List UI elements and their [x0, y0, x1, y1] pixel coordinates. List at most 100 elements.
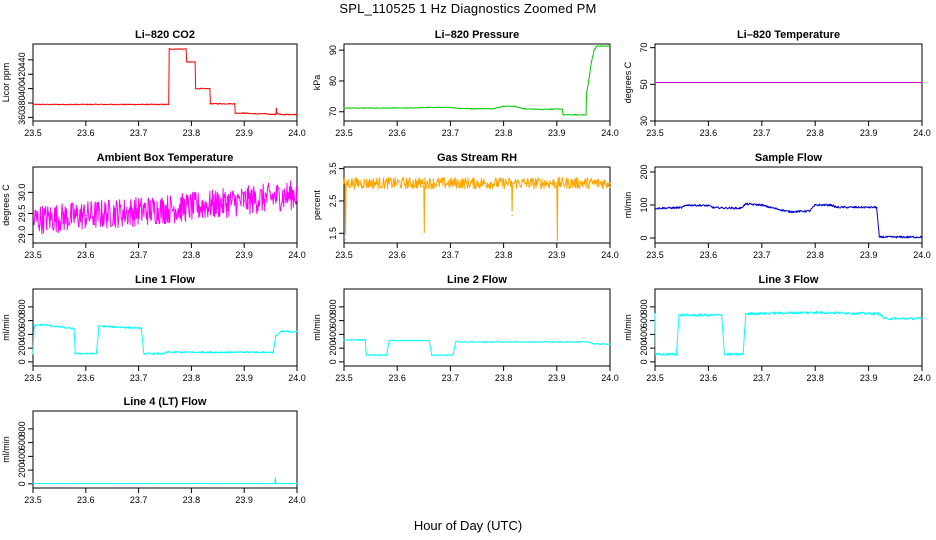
chart-title: Line 3 Flow [759, 274, 819, 286]
series-point [540, 108, 542, 110]
plot-frame [32, 43, 298, 122]
x-tick-label: 23.9 [235, 495, 253, 505]
series-point [275, 482, 278, 485]
chart-title: Li–820 Temperature [737, 29, 840, 41]
series-point [766, 206, 768, 208]
series-point [279, 113, 281, 116]
series-point [274, 477, 276, 479]
series-point [593, 49, 595, 51]
y-axis-label: ml/min [623, 314, 633, 341]
series-point [143, 353, 145, 355]
series-point [217, 103, 219, 105]
y-axis-label: ml/min [312, 314, 322, 341]
x-tick-label: 23.6 [700, 128, 718, 138]
series-point [884, 317, 886, 320]
x-tick-label: 23.8 [495, 128, 513, 138]
x-tick-label: 23.9 [235, 128, 253, 138]
y-tick-label: 600 [17, 435, 27, 450]
y-tick-label: 380 [17, 95, 27, 110]
series-point [876, 206, 878, 208]
x-tick-label: 23.7 [130, 373, 148, 383]
series-point [428, 106, 430, 109]
series-point [878, 313, 880, 315]
x-tick-label: 23.5 [335, 128, 353, 138]
plot-frame [343, 43, 611, 122]
y-tick-label: 2.5 [328, 195, 338, 208]
chart-line-1-flow: Line 1 Flow 23.5 23.6 23.7 23.8 23.9 24.0 0 2004… [1, 274, 306, 383]
x-tick-label: 24.0 [288, 373, 306, 383]
series-point [814, 204, 816, 206]
plot-frame [343, 166, 611, 244]
y-tick-label: 800 [17, 299, 27, 314]
series-point [194, 61, 196, 63]
series-point [275, 108, 278, 110]
series-point [562, 114, 564, 116]
series-point [32, 353, 34, 355]
series-point [275, 113, 277, 116]
y-tick-label: 0 [17, 481, 27, 486]
y-tick-label: 29.5 [17, 205, 27, 223]
series-point [168, 48, 170, 50]
series-point [140, 327, 142, 329]
y-tick-label: 50 [639, 79, 649, 89]
y-tick-label: 29.0 [17, 226, 27, 244]
x-tick-label: 23.8 [806, 373, 824, 383]
series-line [654, 202, 923, 239]
series-point [471, 108, 473, 110]
page-title: SPL_110525 1 Hz Diagnostics Zoomed PM [339, 1, 597, 16]
x-tick-label: 23.9 [548, 373, 566, 383]
series-point [407, 107, 409, 109]
series-point [654, 353, 657, 355]
y-axis-label: ml/min [1, 436, 11, 463]
series-point [745, 203, 747, 205]
x-tick-label: 23.7 [753, 373, 771, 383]
series-point [186, 61, 188, 63]
series-point [585, 114, 587, 116]
y-tick-label: 420 [17, 67, 27, 82]
series-point [285, 113, 288, 116]
series-point [33, 326, 35, 329]
series-point [138, 210, 140, 212]
y-tick-label: 100 [639, 197, 649, 212]
series-line [343, 176, 611, 242]
chart-title: Line 2 Flow [447, 274, 507, 286]
chart-title: Ambient Box Temperature [97, 152, 234, 164]
y-tick-label: 800 [639, 299, 649, 314]
series-point [254, 113, 256, 115]
x-tick-label: 23.6 [700, 250, 718, 260]
series-point [431, 354, 433, 356]
series-point [609, 45, 611, 47]
y-axis-label: ml/min [623, 192, 633, 219]
y-axis-label: degrees C [623, 61, 633, 103]
series-point [588, 341, 590, 343]
chart-ambient-box-temperature: Ambient Box Temperature 23.5 23.6 23.7 23.8 2… [1, 152, 306, 260]
series-point [276, 112, 278, 114]
series-point [32, 482, 34, 485]
series-point [681, 207, 683, 209]
chart-title: Line 4 (LT) Flow [124, 396, 207, 408]
x-tick-label: 23.7 [753, 128, 771, 138]
series-point [388, 339, 390, 342]
series-point [593, 343, 595, 345]
chart-title: Sample Flow [755, 152, 823, 164]
x-tick-label: 23.9 [235, 373, 253, 383]
series-point [32, 219, 34, 221]
series-point [524, 108, 526, 110]
y-tick-label: 400 [17, 327, 27, 342]
series-point [609, 182, 611, 184]
series-point [654, 313, 656, 315]
series-point [723, 353, 726, 355]
series-point [165, 103, 167, 106]
series-point [921, 317, 923, 320]
x-tick-label: 23.6 [388, 373, 406, 383]
series-point [609, 343, 611, 345]
x-tick-label: 23.6 [77, 495, 95, 505]
x-tick-label: 23.8 [806, 128, 824, 138]
x-tick-label: 23.5 [646, 373, 664, 383]
x-tick-label: 24.0 [288, 495, 306, 505]
y-tick-label: 0 [639, 236, 649, 241]
y-tick-label: 3.5 [328, 162, 338, 175]
series-point [878, 236, 880, 238]
chart-li-820-co2: Li–820 CO2 23.5 23.6 23.7 23.8 23.9 24.0 360380… [1, 29, 306, 138]
chart-title: Li–820 CO2 [135, 29, 195, 41]
